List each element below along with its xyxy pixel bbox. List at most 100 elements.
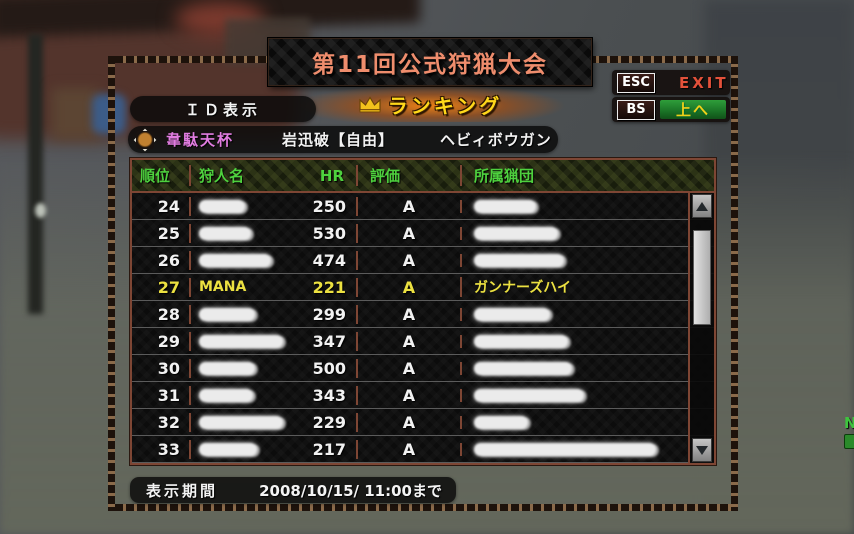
rank-cell: 24 bbox=[157, 196, 180, 216]
crown-icon bbox=[359, 95, 381, 112]
grade-cell: A bbox=[356, 331, 460, 351]
hr-cell: 217 bbox=[312, 439, 346, 459]
hunter-hr-cell: 343 bbox=[189, 385, 356, 405]
cup-name: 韋駄天杯 bbox=[166, 131, 235, 149]
minimap-compass: N bbox=[844, 416, 854, 462]
rank-cell: 32 bbox=[157, 412, 180, 432]
tournament-title: 第11回公式狩猟大会 bbox=[311, 52, 548, 78]
header-grade: 評価 bbox=[356, 165, 460, 186]
guild-name bbox=[460, 415, 716, 429]
hunter-hr-cell: MANA 221 bbox=[189, 277, 356, 297]
table-header: 順位 狩人名 HR 評価 所属猟団 bbox=[132, 160, 714, 193]
table-row[interactable]: 25 530 A bbox=[132, 220, 714, 247]
hunter-name: MANA bbox=[199, 279, 247, 295]
hr-cell: 343 bbox=[312, 385, 346, 405]
hunter-name bbox=[191, 334, 283, 348]
header-hunter-hr: 狩人名 HR bbox=[189, 165, 356, 186]
hunter-hr-cell: 530 bbox=[189, 223, 356, 243]
back-button[interactable]: BS 上へ bbox=[612, 97, 730, 122]
censored-text-blob bbox=[474, 415, 528, 429]
compass-marker-icon bbox=[844, 434, 854, 449]
grade-cell: A bbox=[356, 277, 460, 297]
table-row[interactable]: 30 500 A bbox=[132, 355, 714, 382]
table-row[interactable]: 33 217 A bbox=[132, 436, 714, 463]
scrollbar-thumb[interactable] bbox=[693, 230, 711, 325]
tournament-info-row[interactable]: 韋駄天杯 岩迅破【自由】 ヘビィボウガン bbox=[128, 126, 558, 153]
rank-cell: 30 bbox=[157, 358, 180, 378]
hunter-name bbox=[191, 253, 271, 267]
table-row[interactable]: 27 MANA 221 A ガンナーズハイ bbox=[132, 274, 714, 301]
rank-cell: 28 bbox=[157, 304, 180, 324]
grade-cell: A bbox=[356, 250, 460, 270]
hr-cell: 347 bbox=[312, 331, 346, 351]
frame-border-bottom bbox=[108, 504, 738, 511]
grade-cell: A bbox=[356, 223, 460, 243]
censored-text-blob bbox=[199, 388, 253, 402]
table-row[interactable]: 24 250 A bbox=[132, 193, 714, 220]
guild-name: ガンナーズハイ bbox=[460, 277, 716, 297]
rank-cell: 31 bbox=[157, 385, 180, 405]
guild-name bbox=[460, 442, 716, 456]
hunter-hr-cell: 299 bbox=[189, 304, 356, 324]
rank-cell: 33 bbox=[157, 439, 180, 459]
exit-label: EXIT bbox=[679, 73, 729, 92]
frame-border-left bbox=[108, 56, 115, 511]
censored-text-blob bbox=[199, 334, 283, 348]
down-arrow-icon bbox=[696, 445, 708, 455]
guild-name bbox=[460, 361, 716, 375]
guild-name bbox=[460, 199, 716, 213]
scroll-up-button[interactable] bbox=[692, 194, 712, 218]
hr-cell: 250 bbox=[312, 196, 346, 216]
hunter-name bbox=[191, 307, 255, 321]
censored-text-blob bbox=[474, 361, 572, 375]
guild-name bbox=[460, 253, 716, 267]
ranking-table: 順位 狩人名 HR 評価 所属猟団 24 250 A 25 530 A 26 bbox=[129, 157, 717, 466]
grade-cell: A bbox=[356, 439, 460, 459]
hunter-hr-cell: 229 bbox=[189, 412, 356, 432]
table-row[interactable]: 26 474 A bbox=[132, 247, 714, 274]
header-hunter: 狩人名 bbox=[199, 167, 245, 185]
weapon-name: ヘビィボウガン bbox=[440, 131, 552, 149]
ranking-label: ランキング bbox=[387, 93, 503, 118]
table-row[interactable]: 28 299 A bbox=[132, 301, 714, 328]
hunter-name bbox=[191, 361, 255, 375]
hr-cell: 221 bbox=[312, 277, 346, 297]
censored-text-blob bbox=[474, 334, 568, 348]
rank-cell: 26 bbox=[157, 250, 180, 270]
rank-cell: 29 bbox=[157, 331, 180, 351]
hunter-hr-cell: 217 bbox=[189, 439, 356, 459]
display-period-value: 2008/10/15/ 11:00まで bbox=[259, 481, 442, 500]
exit-button[interactable]: ESC EXIT bbox=[612, 70, 730, 95]
grade-cell: A bbox=[356, 358, 460, 378]
censored-text-blob bbox=[199, 361, 255, 375]
guild-name bbox=[460, 388, 716, 402]
censored-text-blob bbox=[474, 307, 550, 321]
hr-cell: 500 bbox=[312, 358, 346, 378]
hr-cell: 530 bbox=[312, 223, 346, 243]
hunter-name bbox=[191, 388, 253, 402]
table-scrollbar[interactable] bbox=[688, 193, 714, 463]
esc-keycap: ESC bbox=[617, 72, 655, 93]
quest-name: 岩迅破【自由】 bbox=[282, 131, 395, 149]
header-rank: 順位 bbox=[140, 167, 171, 185]
hunter-hr-cell: 250 bbox=[189, 196, 356, 216]
table-row[interactable]: 32 229 A bbox=[132, 409, 714, 436]
table-row[interactable]: 29 347 A bbox=[132, 328, 714, 355]
scroll-down-button[interactable] bbox=[692, 438, 712, 462]
guild-name bbox=[460, 334, 716, 348]
bs-keycap: BS bbox=[617, 99, 655, 120]
censored-text-blob bbox=[199, 307, 255, 321]
table-row[interactable]: 31 343 A bbox=[132, 382, 714, 409]
censored-text-blob bbox=[474, 226, 558, 240]
hr-cell: 474 bbox=[312, 250, 346, 270]
hunter-hr-cell: 500 bbox=[189, 358, 356, 378]
id-display-button[interactable]: ＩＤ表示 bbox=[130, 96, 316, 122]
censored-text-blob bbox=[199, 415, 283, 429]
grade-cell: A bbox=[356, 412, 460, 432]
grade-cell: A bbox=[356, 196, 460, 216]
up-arrow-icon bbox=[696, 201, 708, 211]
back-label: 上へ bbox=[675, 101, 710, 119]
tournament-emblem-icon bbox=[133, 128, 157, 151]
compass-north-label: N bbox=[844, 414, 854, 432]
